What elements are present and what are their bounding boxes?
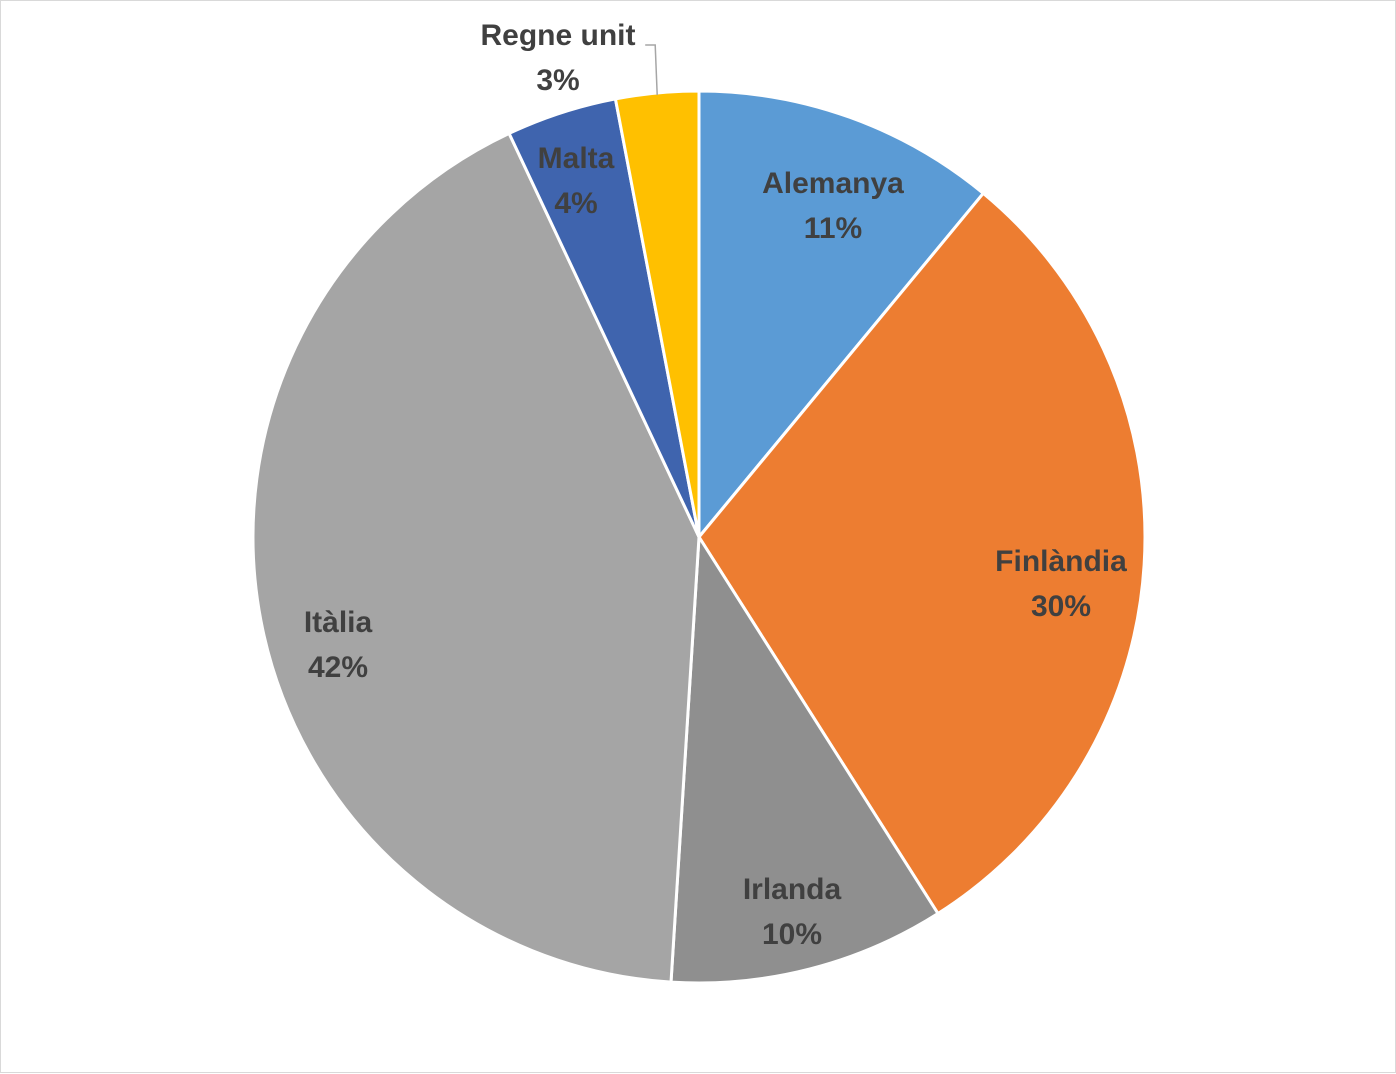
data-label-percent: 4% <box>554 187 597 220</box>
data-label-category: Regne unit <box>481 19 636 52</box>
pie-slice-finl-ndia <box>697 191 1147 916</box>
leader-line <box>645 44 658 96</box>
pie-slices <box>251 89 1147 985</box>
data-label-percent: 3% <box>536 64 579 97</box>
data-label-category: Alemanya <box>762 167 904 200</box>
pie-slice-it-lia <box>251 131 701 984</box>
data-label-category: Itàlia <box>304 606 373 639</box>
data-label-percent: 30% <box>1031 590 1091 623</box>
data-label-category: Irlanda <box>743 873 842 906</box>
pie-labels: Alemanya 11% Finlàndia 30% Irlanda 10% Itàlia 4… <box>304 19 1127 951</box>
data-label-percent: 42% <box>308 651 368 684</box>
data-label-category: Malta <box>538 142 615 175</box>
data-label-percent: 11% <box>804 212 862 245</box>
pie-slice-alemanya <box>697 89 986 542</box>
data-label-category: Finlàndia <box>995 545 1127 578</box>
pie-slice-irlanda <box>669 532 941 985</box>
data-label-percent: 10% <box>762 918 822 951</box>
